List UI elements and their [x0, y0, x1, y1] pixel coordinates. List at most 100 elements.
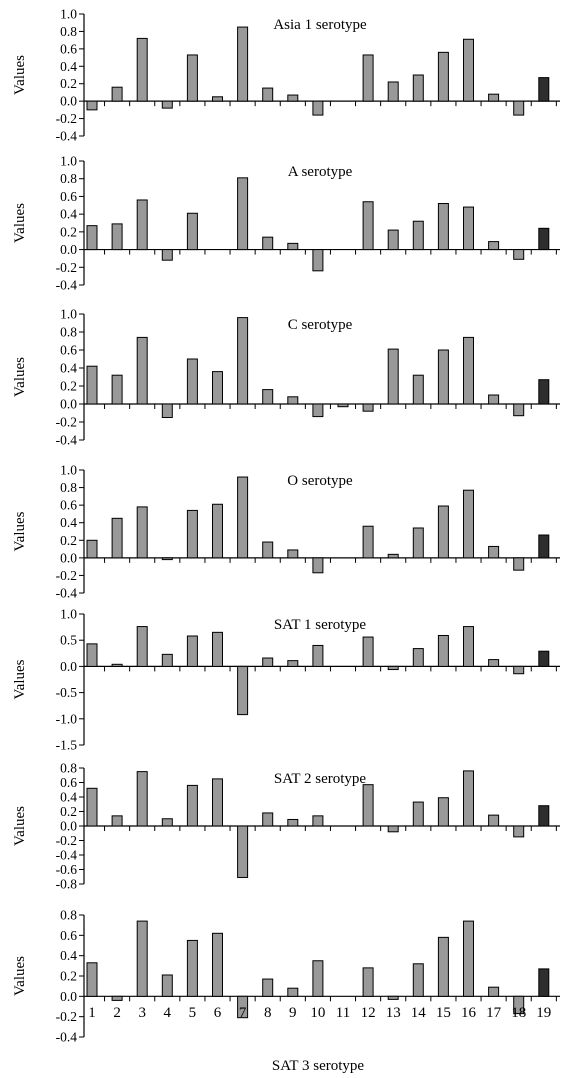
- x-tick-label: 10: [310, 1005, 325, 1021]
- bar-2: [111, 995, 123, 1001]
- x-tick-label: 6: [214, 1005, 222, 1021]
- x-tick-label: 18: [511, 1005, 526, 1021]
- bar-7: [237, 26, 249, 102]
- bar-3: [136, 771, 148, 827]
- chart-title: Asia 1 serotype: [273, 17, 367, 33]
- bar-6: [212, 631, 223, 667]
- y-tick-label: -0.2: [56, 833, 77, 848]
- chart-panel-2: 1.0 0.8 0.6 0.4 0.2 0.0 -0.2 -0.4 Values A seroty…: [12, 154, 560, 293]
- bar-7: [237, 665, 249, 716]
- y-tick-label: 0.0: [60, 659, 77, 674]
- bar-12: [362, 967, 374, 997]
- bar-18: [513, 100, 525, 116]
- bar-15: [437, 797, 449, 827]
- bar-15: [437, 51, 449, 102]
- y-tick-label: 1.0: [60, 307, 77, 322]
- y-tick-label: -0.4: [56, 586, 78, 601]
- bar-3: [136, 199, 148, 251]
- y-tick-label: 0.8: [60, 325, 77, 340]
- y-axis-label: Values: [12, 659, 28, 699]
- bar-2: [111, 815, 123, 827]
- y-tick-label: -0.2: [56, 415, 77, 430]
- y-tick-label: 0.4: [60, 361, 77, 376]
- bar-14: [412, 74, 424, 102]
- bar-3: [136, 626, 148, 667]
- bar-12: [362, 54, 374, 102]
- chart-title: A serotype: [288, 164, 353, 180]
- chart-panel-1: 1.0 0.8 0.6 0.4 0.2 0.0 -0.2 -0.4 Values Asia 1 s…: [12, 7, 560, 144]
- bar-9: [287, 818, 299, 827]
- bar-4: [161, 403, 173, 418]
- bar-19: [538, 650, 550, 667]
- bar-12: [362, 403, 374, 412]
- bar-14: [412, 801, 424, 827]
- y-tick-label: 1.0: [60, 607, 77, 622]
- bar-10: [312, 960, 324, 997]
- bar-4: [161, 557, 173, 561]
- bar-8: [262, 657, 274, 667]
- y-tick-label: 0.8: [60, 171, 77, 186]
- x-tick-label: 7: [239, 1005, 247, 1021]
- bar-1: [86, 365, 98, 405]
- bar-16: [463, 38, 474, 102]
- bar-14: [412, 374, 424, 405]
- x-tick-label: 16: [461, 1005, 477, 1021]
- y-tick-label: 0.6: [60, 343, 77, 358]
- bar-6: [212, 371, 223, 405]
- bar-2: [111, 223, 123, 251]
- bar-8: [262, 541, 274, 559]
- bar-1: [86, 539, 98, 559]
- bar-14: [412, 963, 424, 997]
- y-tick-label: 0.4: [60, 207, 77, 222]
- y-tick-label: -0.4: [56, 433, 78, 448]
- chart-panel-4: 1.0 0.8 0.6 0.4 0.2 0.0 -0.2 -0.4 Values O seroty…: [12, 463, 560, 601]
- x-tick-label: 1: [88, 1005, 96, 1021]
- y-tick-label: -0.2: [56, 260, 77, 275]
- y-tick-label: 0.6: [60, 41, 77, 56]
- bar-17: [488, 659, 500, 667]
- bar-5: [186, 635, 198, 667]
- chart-panel-3: 1.0 0.8 0.6 0.4 0.2 0.0 -0.2 -0.4 Values C seroty…: [12, 307, 560, 448]
- bar-5: [186, 939, 198, 997]
- bar-2: [111, 86, 123, 102]
- bar-10: [312, 815, 324, 827]
- bar-9: [287, 242, 299, 251]
- x-tick-label: 19: [536, 1005, 551, 1021]
- y-tick-label: 0.5: [60, 633, 77, 648]
- y-tick-label: 0.8: [60, 24, 77, 39]
- y-tick-label: 1.0: [60, 463, 77, 478]
- bar-9: [287, 94, 299, 102]
- y-tick-label: -0.4: [56, 848, 78, 863]
- x-tick-label: 12: [361, 1005, 376, 1021]
- y-tick-label: 0.2: [60, 533, 77, 548]
- chart-panel-5: 1.0 0.5 0.0 -0.5 -1.0 -1.5 Values SAT 1 serotyp…: [12, 607, 560, 753]
- y-axis-label: Values: [12, 956, 28, 996]
- bar-1: [86, 787, 98, 827]
- x-tick-label: 8: [264, 1005, 272, 1021]
- bar-7: [237, 995, 249, 1019]
- bar-19: [538, 805, 550, 827]
- bar-6: [212, 778, 223, 827]
- bar-15: [437, 936, 449, 997]
- bar-9: [287, 549, 299, 559]
- x-tick-label: 9: [289, 1005, 297, 1021]
- y-tick-label: -1.0: [56, 711, 78, 726]
- bar-19: [538, 227, 550, 251]
- bar-6: [212, 932, 223, 997]
- bar-18: [513, 665, 525, 675]
- y-tick-label: 0.0: [60, 819, 77, 834]
- y-tick-label: 1.0: [60, 154, 77, 169]
- bar-8: [262, 87, 274, 102]
- bar-18: [513, 403, 525, 417]
- y-tick-label: 0.8: [60, 761, 77, 776]
- chart-title: C serotype: [288, 317, 353, 333]
- y-tick-label: -0.2: [56, 111, 77, 126]
- y-tick-label: 0.8: [60, 908, 77, 923]
- y-tick-label: -0.4: [56, 278, 78, 293]
- y-tick-label: 0.6: [60, 189, 77, 204]
- y-axis-label: Values: [12, 357, 28, 397]
- y-tick-label: -0.4: [56, 129, 78, 144]
- y-axis-label: Values: [12, 55, 28, 95]
- y-tick-label: 0.2: [60, 379, 77, 394]
